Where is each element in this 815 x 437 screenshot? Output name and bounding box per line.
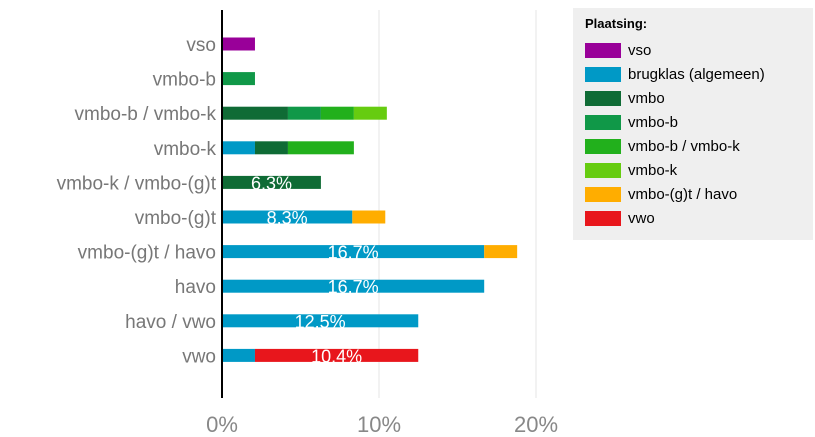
- legend-label: vwo: [628, 209, 655, 227]
- bar-segment: [287, 106, 321, 120]
- legend-label: vmbo-k: [628, 161, 678, 179]
- legend-label: vmbo: [628, 89, 665, 107]
- bar-segment: [287, 141, 354, 155]
- data-label: 16.7%: [328, 243, 379, 263]
- legend-swatch: [585, 162, 621, 178]
- category-label: vmbo-(g)t: [135, 208, 217, 229]
- category-label: havo / vwo: [125, 312, 216, 333]
- legend-item: vmbo-b: [585, 110, 801, 134]
- bar-segment: [222, 37, 255, 51]
- legend-item: vmbo: [585, 86, 801, 110]
- bar-segment: [222, 175, 321, 189]
- bar-segment: [222, 210, 353, 224]
- category-label: havo: [175, 277, 216, 298]
- legend: Plaatsing: vso brugklas (algemeen) vmbo vmb…: [573, 8, 813, 240]
- data-label: 8.3%: [267, 208, 308, 228]
- bar-segment: [254, 348, 419, 362]
- bar-segment: [353, 106, 387, 120]
- legend-swatch: [585, 42, 621, 58]
- legend-label: vmbo-(g)t / havo: [628, 185, 738, 203]
- data-label: 16.7%: [328, 277, 379, 297]
- bar-segment: [352, 210, 386, 224]
- bar-segment: [222, 106, 288, 120]
- legend-swatch: [585, 210, 621, 226]
- legend-swatch: [585, 138, 621, 154]
- legend-title: Plaatsing:: [585, 16, 648, 31]
- category-label: vmbo-(g)t / havo: [78, 243, 216, 264]
- data-label: 10.4%: [311, 346, 362, 366]
- bar-segment: [222, 348, 255, 362]
- legend-swatch: [585, 90, 621, 106]
- category-label: vmbo-b: [153, 70, 216, 91]
- bar-segment: [222, 314, 419, 328]
- legend-item: brugklas (algemeen): [585, 62, 801, 86]
- data-label: 12.5%: [295, 312, 346, 332]
- legend-item: vmbo-b / vmbo-k: [585, 134, 801, 158]
- category-label: vwo: [182, 346, 216, 367]
- bar-segment: [254, 141, 288, 155]
- category-label: vso: [186, 35, 216, 56]
- category-label: vmbo-b / vmbo-k: [75, 104, 217, 125]
- bar-segment: [222, 72, 255, 86]
- data-label: 6.3%: [251, 173, 292, 193]
- legend-swatch: [585, 66, 621, 82]
- legend-item: vwo: [585, 206, 801, 230]
- legend-item: vmbo-(g)t / havo: [585, 182, 801, 206]
- bar-segment: [320, 106, 354, 120]
- legend-item: vso: [585, 38, 801, 62]
- legend-label: brugklas (algemeen): [628, 65, 765, 83]
- legend-item: vmbo-k: [585, 158, 801, 182]
- x-tick-label: 20%: [514, 412, 558, 437]
- legend-label: vmbo-b: [628, 113, 679, 131]
- legend-swatch: [585, 114, 621, 130]
- x-tick-label: 10%: [357, 412, 401, 437]
- bar-segment: [222, 141, 255, 155]
- legend-swatch: [585, 186, 621, 202]
- bar-segment: [222, 245, 485, 259]
- bar-segment: [222, 279, 485, 293]
- category-label: vmbo-k / vmbo-(g)t: [57, 173, 217, 194]
- legend-label: vmbo-b / vmbo-k: [628, 137, 740, 155]
- category-label: vmbo-k: [154, 139, 217, 160]
- x-tick-label: 0%: [206, 412, 238, 437]
- bar-segment: [484, 245, 518, 259]
- legend-label: vso: [628, 41, 652, 59]
